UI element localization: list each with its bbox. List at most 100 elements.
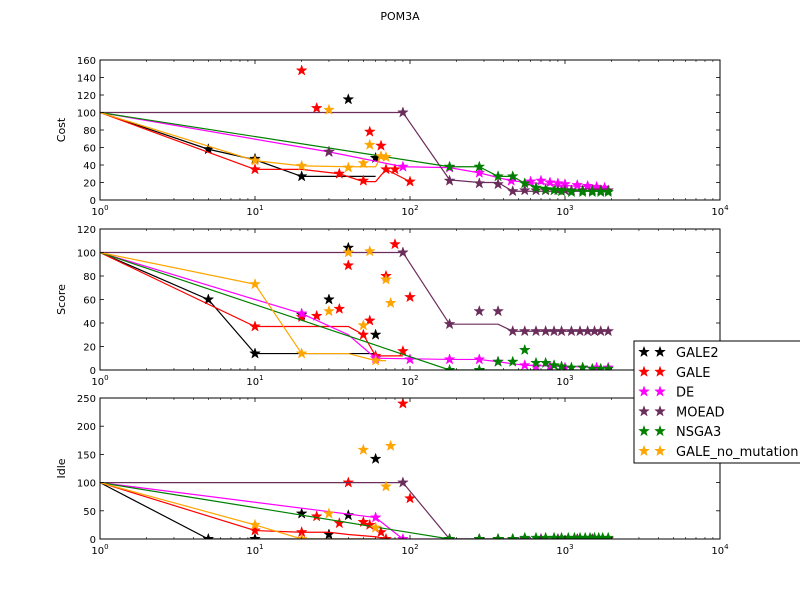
series-moead [100,246,615,337]
legend-item: DE [638,385,694,401]
y-tick-label: 60 [83,144,96,155]
data-point [342,259,355,271]
data-point [295,307,308,319]
y-tick-label: 100 [77,479,96,490]
legend-item: GALE2 [638,345,719,361]
data-point [602,531,615,539]
data-point [492,170,505,182]
data-point [375,139,387,151]
data-point [202,293,215,305]
y-tick-label: 0 [90,196,96,207]
figure-title: POM3A [380,10,420,23]
data-point [322,507,335,519]
data-point [295,532,308,539]
data-point [539,356,552,369]
data-point [473,363,486,370]
subplot-idle: 0 50 100 150 200 250 100 101 102 103 104 Idle [55,394,729,557]
data-point [404,290,416,303]
data-point [443,160,456,172]
legend-item: GALE [638,365,710,381]
data-point [249,320,261,332]
data-point [363,518,376,530]
legend-item: MOEAD [638,405,725,420]
axes-frame [99,59,721,201]
axes-frame [99,228,721,371]
data-point [363,138,376,150]
x-tick-label: 102 [401,204,418,218]
data-point [380,532,392,539]
y-tick-label: 250 [77,394,96,405]
data-point [548,184,561,196]
legend-marker [638,345,650,358]
data-point [492,532,505,539]
data-point [342,246,355,258]
data-point [396,476,409,488]
data-point [310,101,323,114]
data-point [506,355,519,367]
data-point [357,174,370,186]
series-nsga3 [100,251,615,370]
y-tick-label: 0 [90,535,96,546]
data-point [524,175,537,187]
y-tick-label: 0 [90,366,96,377]
data-point [530,360,542,370]
y-tick-label: 150 [77,450,96,461]
y-tick-label: 20 [83,179,96,190]
legend-marker [654,345,666,358]
data-point [322,145,335,157]
data-point [396,532,409,539]
y-axis-label: Idle [55,458,68,478]
data-point [571,178,584,191]
data-point [322,293,335,305]
legend-label: GALE_no_mutation [676,445,798,460]
data-point [322,103,335,115]
x-tick-label: 101 [246,374,263,388]
legend-marker [654,385,666,397]
data-point [396,344,409,357]
data-point [473,160,486,172]
x-tick-label: 104 [711,543,729,557]
y-tick-label: 40 [83,319,96,330]
data-point [518,359,531,370]
data-point [396,160,409,172]
data-point [369,521,382,533]
legend-box [633,340,800,464]
series-gale-no-mutation [100,103,392,173]
data-point [249,154,261,166]
data-point [363,314,376,326]
data-point [473,532,486,539]
data-point [443,317,456,330]
data-point [384,439,397,452]
data-point [384,296,397,309]
data-point [369,354,382,366]
y-axis-label: Cost [55,117,68,142]
x-tick-label: 100 [91,204,108,218]
series-gale-no-mutation [100,245,397,366]
series-line [100,482,609,539]
data-point [295,170,308,182]
y-tick-label: 20 [83,343,96,354]
data-point [530,324,542,337]
data-point [389,163,401,175]
legend-marker [638,444,650,457]
data-point [443,532,456,539]
x-tick-label: 103 [556,543,573,557]
legend-label: GALE [676,366,710,381]
data-point [357,515,370,528]
series-line [100,482,609,539]
data-point [369,328,382,340]
data-point [295,64,308,76]
legend-marker [654,365,666,377]
data-point [506,170,519,182]
data-point [295,159,308,171]
data-point [518,184,531,196]
data-point [249,518,261,530]
legend-label: DE [676,386,694,401]
y-tick-label: 160 [77,56,96,67]
y-tick-label: 100 [77,109,96,120]
data-point [535,174,547,186]
data-point [249,277,261,290]
series-gale-no-mutation [100,439,397,539]
data-point [576,185,589,198]
x-tick-label: 103 [556,374,573,388]
